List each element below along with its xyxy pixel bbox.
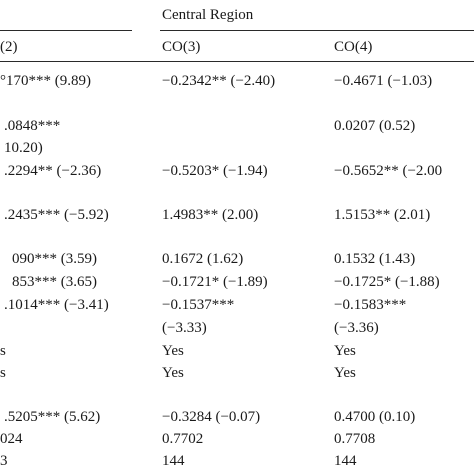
- cell-co3: (−3.33): [162, 320, 207, 336]
- cell-co4: 144: [334, 453, 357, 469]
- cell-co4: Yes: [334, 365, 356, 381]
- cell-co3: 0.1672 (1.62): [162, 251, 244, 267]
- cell-left: .0848***: [4, 118, 61, 134]
- cell-left: 3: [0, 453, 8, 469]
- cell-co3: −0.1721* (−1.89): [162, 274, 268, 290]
- cell-co3: 144: [162, 453, 185, 469]
- cell-left: .2435*** (−5.92): [4, 207, 109, 223]
- cell-co3: −0.5203* (−1.94): [162, 163, 268, 179]
- cell-left: s: [0, 365, 6, 381]
- cell-co4: −0.5652** (−2.00: [334, 163, 443, 179]
- cell-co4: −0.4671 (−1.03): [334, 73, 433, 89]
- cell-co4: Yes: [334, 343, 356, 359]
- cell-co4: 0.0207 (0.52): [334, 118, 416, 134]
- cell-co3: Yes: [162, 365, 184, 381]
- cell-co4: 0.7708: [334, 431, 376, 447]
- cell-left: s: [0, 343, 6, 359]
- group-header-rule: [160, 30, 474, 31]
- cell-co3: 1.4983** (2.00): [162, 207, 259, 223]
- cell-co4: −0.1583***: [334, 297, 407, 313]
- cell-co4: 0.4700 (0.10): [334, 409, 416, 425]
- group-header-central-region: Central Region: [162, 7, 254, 23]
- cell-left: 024: [0, 431, 23, 447]
- cell-co3: −0.3284 (−0.07): [162, 409, 261, 425]
- cell-co4: 0.1532 (1.43): [334, 251, 416, 267]
- cell-co3: −0.1537***: [162, 297, 235, 313]
- cell-co4: 1.5153** (2.01): [334, 207, 431, 223]
- header-rule-left: [0, 30, 132, 31]
- cell-left: .1014*** (−3.41): [4, 297, 109, 313]
- cell-left: 853*** (3.65): [12, 274, 97, 290]
- cell-left: 10.20): [4, 140, 43, 156]
- cell-co4: (−3.36): [334, 320, 379, 336]
- header-bottom-rule: [0, 61, 474, 62]
- cell-co3: 0.7702: [162, 431, 204, 447]
- cell-left: °170*** (9.89): [0, 73, 91, 89]
- column-header-2: (2): [0, 39, 18, 55]
- cell-left: .2294** (−2.36): [4, 163, 102, 179]
- cell-co3: −0.2342** (−2.40): [162, 73, 276, 89]
- cell-left: .5205*** (5.62): [4, 409, 101, 425]
- cell-left: 090*** (3.59): [12, 251, 97, 267]
- column-header-co4: CO(4): [334, 39, 373, 55]
- cell-co4: −0.1725* (−1.88): [334, 274, 440, 290]
- column-header-co3: CO(3): [162, 39, 201, 55]
- cell-co3: Yes: [162, 343, 184, 359]
